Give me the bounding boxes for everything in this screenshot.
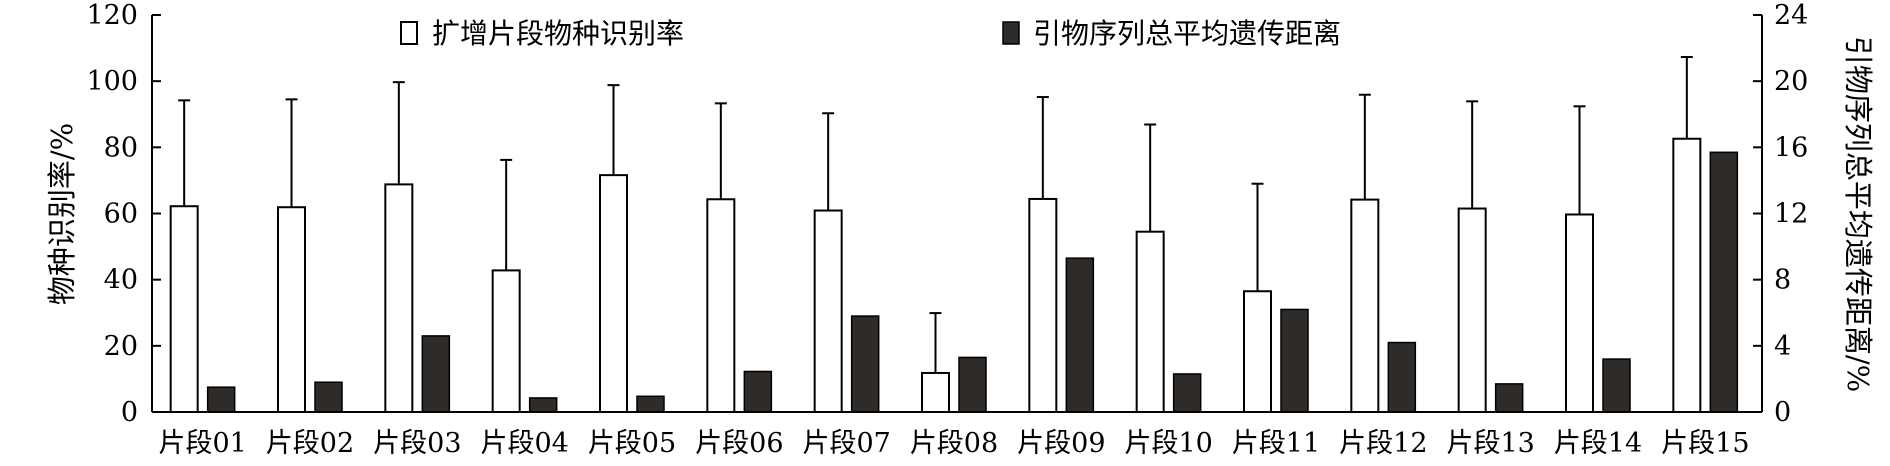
bar-genetic-distance [958,356,987,413]
bar-identification-rate [384,183,414,413]
bar-genetic-distance [1065,257,1095,413]
y-tick-label: 20 [104,331,138,362]
y2-axis-title: 引物序列总平均遗传距离/% [1841,36,1875,392]
right-axis-ticks: 0 4 8 12 16 20 24 [1753,0,1808,428]
bar-identification-rate [599,174,628,413]
legend-swatch-filled [1002,21,1020,45]
bar-genetic-distance [743,370,773,413]
x-category-label: 片段11 [1232,428,1320,459]
bar-identification-rate [921,371,950,414]
bar-identification-rate [1350,198,1380,413]
bar-genetic-distance [1172,373,1202,413]
x-category-label: 片段12 [1339,428,1427,459]
bar-identification-rate [1457,207,1487,413]
bar-identification-rate [1565,213,1594,413]
bars-layer [169,56,1739,414]
bar-identification-rate [277,206,306,413]
x-category-label: 片段15 [1661,428,1749,459]
legend-swatch-open [400,21,418,45]
x-category-label: 片段10 [1124,428,1212,459]
bar-identification-rate [1028,197,1058,413]
bar-genetic-distance [636,395,665,413]
bar-genetic-distance [314,381,343,413]
bar-identification-rate [1135,230,1165,413]
y-axis-title: 物种识别率/% [45,123,79,305]
x-category-label: 片段01 [158,428,246,459]
left-axis-ticks: 0 20 40 60 80 100 120 [86,0,161,428]
x-category-label: 片段14 [1554,428,1642,459]
y-tick-label: 120 [86,0,138,31]
bar-genetic-distance [1494,383,1524,413]
bar-genetic-distance [528,397,558,413]
y2-tick-label: 8 [1774,265,1791,296]
y-tick-label: 0 [121,397,138,428]
bar-genetic-distance [1602,358,1631,413]
bar-identification-rate [491,269,521,413]
bar-identification-rate [813,209,843,413]
legend-label-filled: 引物序列总平均遗传距离 [1033,17,1341,50]
x-category-label: 片段02 [266,428,354,459]
bar-identification-rate [1672,137,1702,414]
bar-identification-rate [169,205,199,413]
x-category-label: 片段09 [1017,428,1105,459]
y2-tick-label: 24 [1774,0,1808,31]
x-category-label: 片段08 [910,428,998,459]
x-category-label: 片段04 [480,428,568,459]
legend-label-open: 扩增片段物种识别率 [432,17,684,50]
y2-tick-label: 4 [1774,331,1791,362]
bar-genetic-distance [850,315,880,413]
y2-tick-label: 16 [1774,132,1808,163]
legend: 扩增片段物种识别率 引物序列总平均遗传距离 [400,17,1341,50]
x-category-label: 片段05 [588,428,676,459]
category-labels: 片段01 片段02 片段03 片段04 片段05 片段06 片段07 片段08 片段09 片段10… [158,428,1749,459]
bar-genetic-distance [1709,151,1739,413]
x-category-label: 片段07 [802,428,890,459]
x-category-label: 片段03 [373,428,461,459]
y-tick-label: 80 [104,132,138,163]
y2-tick-label: 0 [1774,397,1791,428]
bar-genetic-distance [1280,308,1309,413]
bar-genetic-distance [206,386,236,413]
bar-identification-rate [1243,290,1272,413]
bar-genetic-distance [421,335,451,413]
y-tick-label: 100 [86,66,138,97]
bar-identification-rate [706,198,736,413]
bar-genetic-distance [1387,341,1417,413]
y-tick-label: 40 [104,265,138,296]
y2-tick-label: 20 [1774,66,1808,97]
x-category-label: 片段06 [695,428,783,459]
y2-tick-label: 12 [1774,199,1808,230]
x-category-label: 片段13 [1446,428,1534,459]
y-tick-label: 60 [104,199,138,230]
